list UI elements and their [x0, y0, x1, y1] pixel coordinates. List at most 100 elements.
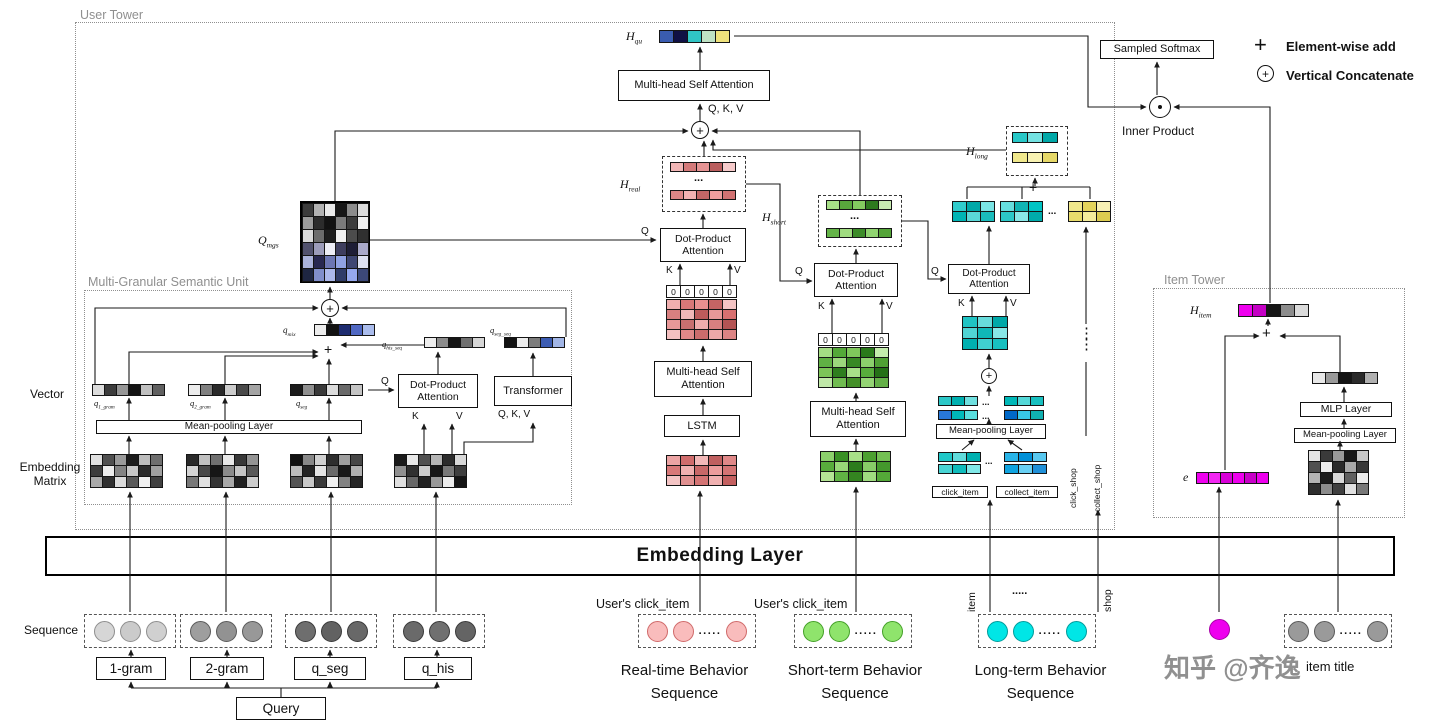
- long-caption-line1: Long-term Behavior: [974, 662, 1107, 679]
- h-item-label: Hitem: [1190, 303, 1211, 319]
- gram1-box: 1-gram: [96, 657, 166, 680]
- plus-legend-icon: +: [1254, 32, 1267, 57]
- element-wise-add-label: Element-wise add: [1286, 39, 1396, 54]
- matrix-side-word: Matrix: [33, 474, 67, 488]
- k-letter-short: K: [818, 301, 825, 312]
- v-letter-mgs: V: [456, 411, 463, 422]
- mlp-box: MLP Layer: [1300, 402, 1392, 417]
- real-caption-line2: Sequence: [650, 684, 719, 702]
- q-mix-sub: mix: [287, 331, 296, 338]
- gram2-label: 2-gram: [205, 660, 249, 676]
- k-letter-mgs: K: [412, 411, 419, 422]
- dpa-real-label: Dot-Product Attention: [674, 232, 732, 257]
- real-matrix-top: [666, 299, 737, 340]
- q-seg-seq-vector: [504, 337, 565, 348]
- dpa-short-box: Dot-Product Attention: [814, 263, 898, 297]
- q-his-seq-main: q: [382, 339, 387, 349]
- v-letter-real: V: [734, 265, 741, 276]
- item-id-circle: [1206, 616, 1232, 642]
- msa-short-box: Multi-head Self Attention: [810, 401, 906, 437]
- concat-long-icon: +: [981, 368, 997, 384]
- real-sequence-circles: .....: [638, 614, 756, 648]
- collect-shop-tag: collect_shop: [1092, 464, 1102, 512]
- h-qu-sub: qu: [634, 36, 643, 46]
- real-caption: Real-time Behavior Sequence: [592, 660, 777, 705]
- q-2gram-main: q: [190, 398, 195, 408]
- concat-legend-icon: +: [1257, 65, 1274, 82]
- long-sequence-circles: .....: [978, 614, 1096, 648]
- q-mgs-sub: mgs: [266, 240, 279, 250]
- long-row2-dots: ...: [982, 411, 990, 421]
- transformer-box: Transformer: [494, 376, 572, 406]
- dpa-short-label: Dot-Product Attention: [827, 267, 885, 292]
- real-caption-line1: Real-time Behavior: [620, 662, 749, 679]
- dpa-long-box: Dot-Product Attention: [948, 264, 1030, 294]
- q-seg-main: q: [296, 398, 301, 408]
- q-mix-label: qmix: [283, 325, 296, 338]
- h-long-yellow-row: [1012, 152, 1058, 163]
- shop-rot-label: shop: [1102, 589, 1114, 612]
- qkv-mgs-label: Q, K, V: [498, 409, 531, 420]
- dpa-mgs-label: Dot-Product Attention: [409, 378, 467, 403]
- q-1gram-sub: 1_gram: [98, 404, 115, 411]
- q-2gram-label: q2_gram: [190, 398, 211, 411]
- h-short-sub: short: [770, 217, 786, 227]
- concat-top-icon: +: [691, 121, 709, 139]
- qseg-box: q_seg: [294, 657, 366, 680]
- v-letter-short: V: [886, 301, 893, 312]
- h-short-row1: [826, 200, 892, 210]
- msa-top-label: Multi-head Self Attention: [634, 79, 754, 92]
- embedding-layer-label: Embedding Layer: [636, 545, 804, 566]
- click-item-row2: [938, 464, 981, 474]
- q-mgs-main: Q: [258, 233, 267, 247]
- concat-mgs-icon: +: [321, 299, 339, 317]
- h-long-main: H: [966, 144, 975, 158]
- h-item-sub: item: [1198, 310, 1212, 320]
- h-short-main: H: [762, 210, 771, 224]
- e-vector: [1196, 472, 1269, 484]
- h-item-main: H: [1190, 303, 1199, 317]
- h-short-dots: ...: [850, 210, 860, 222]
- h-long-label: Hlong: [966, 144, 988, 160]
- collect-item-row1: [1004, 452, 1047, 462]
- sampled-softmax-label: Sampled Softmax: [1113, 43, 1201, 56]
- short-sequence-circles: .....: [794, 614, 912, 648]
- q-mgs-label: Qmgs: [258, 233, 279, 249]
- inner-product-icon: [1149, 96, 1171, 118]
- q-seg-vector: [290, 384, 363, 396]
- user-tower-label: User Tower: [80, 8, 143, 22]
- add-long-icon: +: [1029, 179, 1038, 195]
- short-caption-line2: Sequence: [821, 684, 889, 702]
- watermark: 知乎 @齐逸: [1164, 653, 1301, 683]
- mgs-unit-label: Multi-Granular Semantic Unit: [88, 275, 249, 289]
- q-2gram-vector: [188, 384, 261, 396]
- q-mix-vector: [314, 324, 375, 336]
- embedding-matrix-qhis: [394, 454, 467, 488]
- shop-column-vdots: ⋮ ⋮: [1079, 325, 1094, 354]
- dpa-mgs-box: Dot-Product Attention: [398, 374, 478, 408]
- embedding-layer-bar: Embedding Layer: [45, 536, 1395, 576]
- h-item-vector: [1238, 304, 1309, 317]
- long-row2-left: [938, 410, 978, 420]
- k-letter-long: K: [958, 298, 965, 309]
- e-label: e: [1183, 470, 1189, 484]
- q-his-seq-vector: [424, 337, 485, 348]
- embedding-matrix-side-label: Embedding Matrix: [18, 460, 82, 488]
- q-seg-seq-label: qseg_seq: [490, 325, 511, 338]
- h-long-cyan-row: [1012, 132, 1058, 143]
- short-caption: Short-term Behavior Sequence: [760, 660, 950, 705]
- gram2-box: 2-gram: [190, 657, 264, 680]
- click-item-row1: [938, 452, 981, 462]
- q-letter-mgs: Q: [381, 376, 389, 387]
- lstm-label: LSTM: [687, 419, 717, 432]
- transformer-label: Transformer: [503, 384, 563, 397]
- h-real-row2: [670, 190, 736, 200]
- qhis-box: q_his: [404, 657, 472, 680]
- seq-qhis-circles: [393, 614, 485, 648]
- q-his-seq-sub: his_seq: [386, 345, 403, 352]
- q-letter-real: Q: [641, 226, 649, 237]
- msa-real-box: Multi-head Self Attention: [654, 361, 752, 397]
- dpa-long-label: Dot-Product Attention: [962, 267, 1016, 291]
- q-1gram-main: q: [94, 398, 99, 408]
